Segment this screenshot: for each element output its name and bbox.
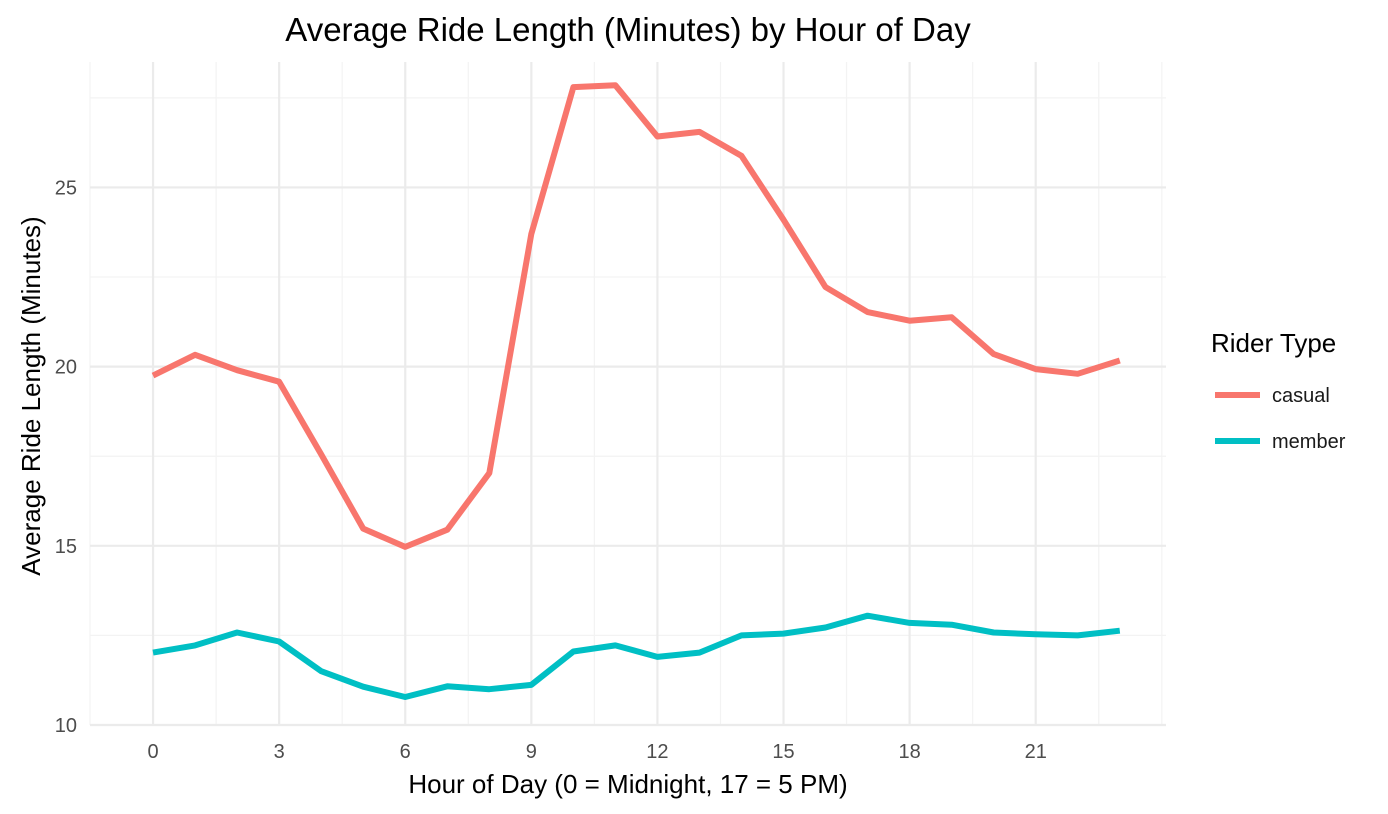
legend: Rider Type casual member [1211,328,1346,453]
x-tick-label: 6 [400,741,411,763]
y-tick-label: 10 [55,715,77,737]
legend-label-casual: casual [1272,385,1330,407]
x-tick-label: 18 [898,741,920,763]
x-tick-label: 15 [772,741,794,763]
x-axis-title: Hour of Day (0 = Midnight, 17 = 5 PM) [408,769,847,799]
series-line-casual [151,82,1121,550]
series-line-member [152,612,1121,700]
x-tick-label: 21 [1025,741,1047,763]
x-tick-label: 3 [274,741,285,763]
legend-label-member: member [1272,431,1346,453]
series-lines [151,82,1121,700]
tick-labels: 0 3 6 9 12 15 18 21 10 15 20 25 [55,177,1047,763]
y-tick-label: 20 [55,357,77,379]
grid [89,62,1166,727]
legend-title: Rider Type [1211,328,1336,358]
x-tick-label: 0 [147,741,158,763]
y-axis-title: Average Ride Length (Minutes) [16,216,46,575]
x-tick-label: 9 [526,741,537,763]
x-tick-label: 12 [646,741,668,763]
chart-title: Average Ride Length (Minutes) by Hour of… [285,11,971,48]
y-tick-label: 25 [55,177,77,199]
y-tick-label: 15 [55,536,77,558]
